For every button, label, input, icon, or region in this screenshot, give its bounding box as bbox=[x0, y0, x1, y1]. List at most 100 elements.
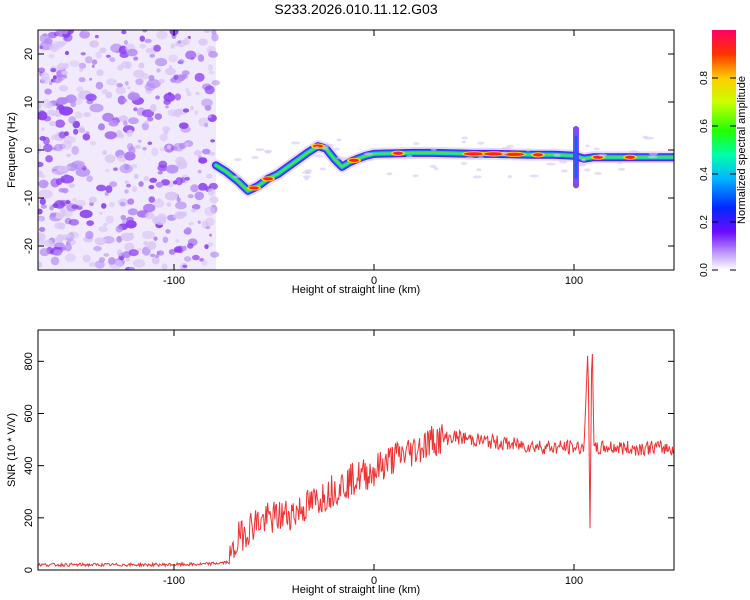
noise-blob bbox=[63, 75, 68, 79]
faint-dot bbox=[476, 168, 482, 172]
noise-blob bbox=[88, 196, 97, 203]
noise-blob bbox=[141, 230, 155, 240]
colorbar-label: Normalized spectral amplitude bbox=[736, 76, 748, 224]
noise-blob bbox=[144, 38, 152, 44]
noise-blob bbox=[135, 78, 144, 86]
noise-blob bbox=[50, 256, 60, 266]
noise-blob bbox=[64, 50, 70, 56]
noise-blob bbox=[178, 59, 185, 65]
noise-blob bbox=[153, 198, 165, 208]
noise-blob bbox=[73, 128, 79, 135]
noise-blob bbox=[39, 45, 43, 50]
noise-blob bbox=[41, 127, 45, 131]
noise-blob bbox=[138, 181, 144, 187]
noise-blob bbox=[207, 242, 214, 247]
faint-dot bbox=[477, 156, 485, 160]
noise-blob bbox=[38, 101, 42, 110]
noise-blob bbox=[153, 236, 158, 241]
faint-dot bbox=[472, 175, 482, 179]
noise-blob bbox=[197, 169, 202, 174]
faint-dot bbox=[617, 167, 626, 171]
noise-blob bbox=[194, 110, 199, 115]
noise-blob bbox=[96, 184, 107, 192]
noise-blob bbox=[197, 220, 201, 224]
faint-dot bbox=[251, 155, 259, 159]
snr-frame bbox=[37, 329, 675, 571]
noise-blob bbox=[38, 148, 41, 154]
noise-blob bbox=[62, 40, 68, 45]
snr-panel: -100 0 100 0 200 400 600 800 Height of straight… bbox=[6, 329, 675, 596]
noise-blob bbox=[75, 199, 86, 207]
noise-blob bbox=[133, 107, 138, 112]
faint-dot bbox=[319, 167, 327, 171]
noise-blob bbox=[127, 198, 135, 205]
noise-blob bbox=[159, 147, 166, 152]
noise-blob bbox=[101, 88, 109, 95]
noise-blob bbox=[201, 98, 213, 108]
faint-dot bbox=[406, 155, 413, 159]
noise-blob bbox=[124, 164, 130, 171]
noise-blob bbox=[208, 51, 219, 58]
faint-dot bbox=[507, 175, 513, 179]
noise-blob bbox=[175, 239, 180, 243]
noise-blob bbox=[71, 145, 79, 155]
noise-blob bbox=[38, 208, 43, 215]
noise-blob bbox=[109, 57, 116, 63]
noise-blob bbox=[127, 208, 138, 216]
noise-blob bbox=[186, 91, 192, 97]
noise-blob bbox=[125, 257, 130, 262]
noise-blob bbox=[116, 82, 124, 88]
faint-dot bbox=[629, 150, 639, 154]
noise-blob bbox=[61, 70, 68, 75]
noise-blob bbox=[89, 40, 99, 48]
noise-blob bbox=[211, 33, 219, 42]
noise-blob bbox=[68, 218, 80, 226]
noise-blob bbox=[159, 133, 168, 142]
noise-blob bbox=[104, 154, 116, 163]
faint-dot bbox=[593, 147, 600, 151]
noise-blob bbox=[131, 185, 138, 193]
noise-blob bbox=[155, 95, 160, 100]
noise-blob bbox=[164, 191, 179, 201]
noise-blob bbox=[105, 215, 114, 224]
noise-blob bbox=[128, 266, 136, 270]
noise-blob bbox=[78, 62, 87, 69]
faint-dot bbox=[581, 158, 586, 162]
noise-blob bbox=[191, 208, 197, 213]
noise-blob bbox=[44, 37, 53, 45]
noise-blob bbox=[167, 109, 178, 117]
noise-blob bbox=[126, 216, 134, 222]
noise-blob bbox=[156, 68, 161, 73]
faint-dot bbox=[585, 144, 590, 148]
faint-dot bbox=[322, 146, 329, 150]
noise-blob bbox=[48, 54, 55, 59]
noise-blob bbox=[155, 181, 164, 188]
noise-blob bbox=[124, 180, 129, 184]
y-tick-label: 800 bbox=[23, 352, 35, 370]
noise-blob bbox=[91, 59, 98, 65]
colorbar-gradient bbox=[712, 30, 736, 270]
faint-dot bbox=[314, 146, 320, 150]
noise-blob bbox=[183, 74, 188, 79]
noise-blob bbox=[104, 168, 110, 173]
noise-blob bbox=[165, 67, 176, 76]
y-tick-label: 0 bbox=[23, 567, 35, 573]
noise-blob bbox=[63, 165, 71, 171]
noise-blob bbox=[43, 143, 53, 153]
noise-blob bbox=[59, 215, 63, 220]
noise-blob bbox=[123, 40, 128, 45]
noise-blob bbox=[165, 229, 171, 234]
noise-blob bbox=[102, 112, 114, 122]
noise-blob bbox=[38, 232, 46, 242]
noise-blob bbox=[122, 98, 128, 103]
faint-dot bbox=[579, 163, 586, 167]
noise-blob bbox=[184, 227, 192, 235]
noise-blob bbox=[38, 111, 48, 121]
noise-blob bbox=[68, 116, 77, 124]
noise-blob bbox=[142, 146, 147, 151]
noise-blob bbox=[188, 221, 194, 226]
noise-blob bbox=[59, 106, 74, 116]
noise-blob bbox=[170, 43, 175, 49]
noise-blob bbox=[190, 184, 199, 193]
